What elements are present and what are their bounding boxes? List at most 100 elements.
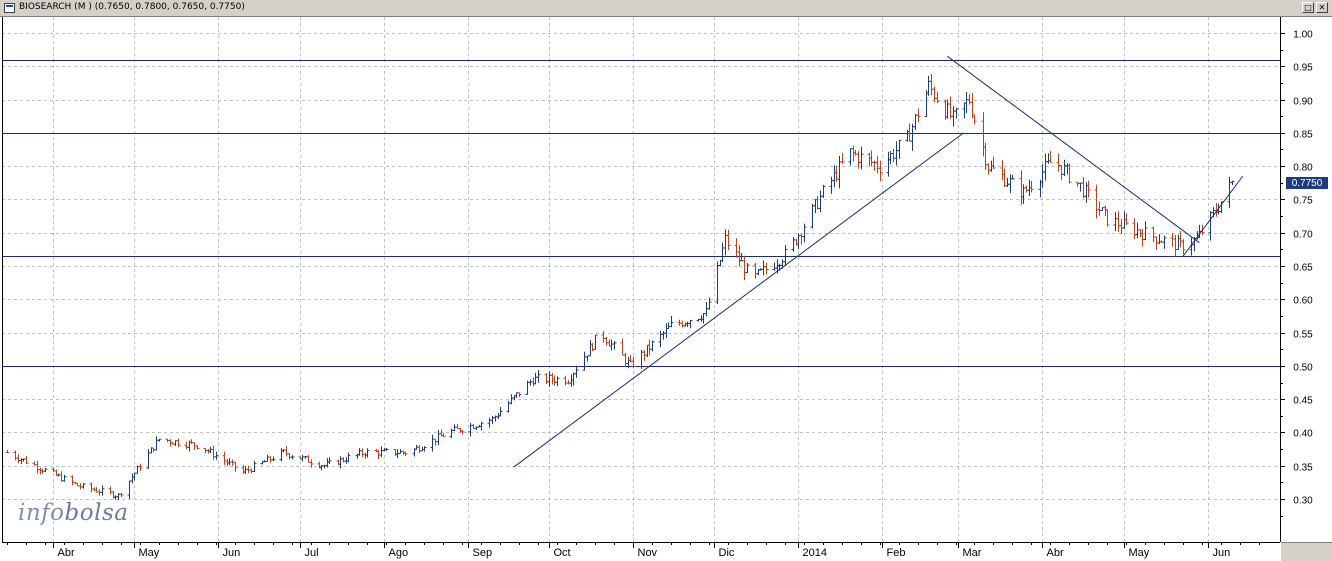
y-tick-label-9: 0.55 (1293, 330, 1313, 341)
y-tick-label-14: 0.30 (1293, 496, 1313, 507)
ohlc-bar-60 (233, 461, 238, 472)
trend-line-1 (947, 55, 1200, 244)
ohlc-bar-30 (119, 492, 124, 498)
ohlc-bar-70 (271, 456, 276, 462)
x-tick-label-1: May (139, 547, 160, 559)
y-tick-label-7: 0.65 (1293, 263, 1313, 274)
y-tick-label-1: 0.95 (1293, 63, 1313, 74)
ohlc-bar-120 (460, 429, 465, 435)
ohlc-bar-285 (1086, 180, 1091, 198)
ohlc-bar-155 (593, 334, 598, 350)
y-tick-label-4: 0.80 (1293, 163, 1313, 174)
chart-window-icon (4, 3, 15, 13)
ohlc-bar-90 (346, 452, 351, 463)
window-title: BIOSEARCH (M ) (0.7650, 0.7800, 0.7650, … (19, 2, 245, 12)
ohlc-bar-175 (669, 316, 674, 328)
ohlc-bar-165 (631, 357, 636, 369)
axes: 1.00 0.95 0.90 0.85 0.80 0.75 0.70 0.65 0.60 0.55… (2, 30, 1313, 559)
ohlc-bar-100 (384, 448, 389, 451)
trend-line-0 (513, 132, 964, 468)
ohlc-bar-190 (726, 229, 731, 251)
ohlc-bar-235 (897, 139, 902, 159)
ohlc-bar-220 (840, 153, 845, 164)
y-tick-label-6: 0.70 (1293, 230, 1313, 241)
ohlc-bar-25 (100, 485, 105, 496)
x-tick-label-2: Jun (223, 547, 241, 559)
y-tick-label-11: 0.45 (1293, 396, 1313, 407)
y-tick-label-2: 0.90 (1293, 97, 1313, 108)
ohlc-bar-45 (176, 438, 181, 448)
ohlc-bar-15 (62, 474, 67, 482)
x-tick-label-7: Nov (638, 547, 658, 559)
ohlc-bar-295 (1124, 213, 1129, 225)
ohlc-bar-250 (954, 107, 959, 119)
ohlc-bar-85 (327, 457, 332, 464)
ohlc-bar-110 (422, 446, 427, 452)
ohlc-bar-75 (290, 455, 295, 460)
y-tick-label-5: 0.75 (1293, 196, 1313, 207)
x-tick-label-6: Oct (554, 547, 571, 559)
ohlc-bar-95 (365, 448, 370, 458)
x-tick-label-10: Feb (887, 547, 906, 559)
ohlc-bar-280 (1067, 163, 1072, 184)
y-tick-label-10: 0.50 (1293, 363, 1313, 374)
ohlc-bar-105 (403, 451, 408, 457)
last-price-label: 0.7750 (1285, 176, 1329, 190)
ohlc-bar-140 (536, 370, 541, 383)
ohlc-bar-170 (650, 340, 655, 352)
ohlc-bar-265 (1010, 174, 1015, 180)
corner-box (1281, 542, 1332, 561)
restore-button[interactable]: □ (1302, 2, 1314, 13)
ohlc-bar-270 (1029, 180, 1034, 193)
ohlc-bar-35 (138, 463, 143, 471)
ohlc-bar-230 (878, 160, 883, 182)
y-tick-label-3: 0.85 (1293, 130, 1313, 141)
ohlc-bar-275 (1048, 151, 1053, 163)
ohlc-bar-65 (252, 460, 257, 473)
infobolsa-logo: infobolsa (18, 500, 128, 526)
ohlc-bar-300 (1143, 221, 1148, 241)
ohlc-bars (5, 73, 1235, 501)
x-tick-label-3: Jul (305, 547, 319, 559)
ohlc-bar-240 (916, 108, 921, 123)
ohlc-bar-135 (517, 392, 522, 397)
ohlc-bar-145 (555, 376, 560, 386)
y-tick-label-12: 0.40 (1293, 429, 1313, 440)
x-tick-label-11: Mar (963, 547, 982, 559)
ohlc-bar-5 (24, 456, 29, 464)
ohlc-bar-215 (821, 184, 826, 198)
x-tick-label-0: Abr (58, 547, 75, 559)
ohlc-bar-195 (745, 263, 750, 274)
logo-text-info: info (18, 500, 65, 526)
ohlc-bar-260 (991, 156, 996, 169)
y-tick-label-0: 1.00 (1293, 30, 1313, 41)
ohlc-bar-245 (935, 91, 940, 104)
ohlc-bar-150 (574, 365, 579, 378)
ohlc-bar-305 (1162, 235, 1167, 249)
ohlc-bar-160 (612, 341, 617, 350)
ohlc-bar-310 (1181, 239, 1186, 254)
ohlc-bar-180 (688, 319, 693, 329)
grid-lines (2, 17, 1280, 542)
ohlc-bar-322 (1230, 180, 1235, 185)
ohlc-bar-115 (441, 432, 446, 438)
ohlc-bar-255 (972, 114, 977, 125)
window-titlebar: BIOSEARCH (M ) (0.7650, 0.7800, 0.7650, … (0, 0, 1332, 17)
ohlc-bar-185 (707, 297, 712, 310)
x-tick-label-13: May (1129, 547, 1150, 559)
ohlc-bar-225 (859, 146, 864, 170)
ohlc-bar-50 (195, 445, 200, 450)
x-tick-label-4: Ago (389, 547, 409, 559)
ohlc-bar-125 (479, 421, 484, 431)
close-button[interactable]: ✕ (1316, 2, 1328, 13)
ohlc-bar-130 (498, 406, 503, 417)
x-tick-label-12: Abr (1047, 547, 1064, 559)
ohlc-bar-200 (764, 262, 769, 275)
y-tick-label-8: 0.60 (1293, 296, 1313, 307)
ohlc-bar-40 (157, 438, 162, 442)
logo-text-bolsa: bolsa (64, 500, 129, 526)
ohlc-bar-0 (5, 449, 10, 453)
ohlc-bar-80 (309, 459, 314, 468)
x-tick-label-14: Jun (1213, 547, 1231, 559)
